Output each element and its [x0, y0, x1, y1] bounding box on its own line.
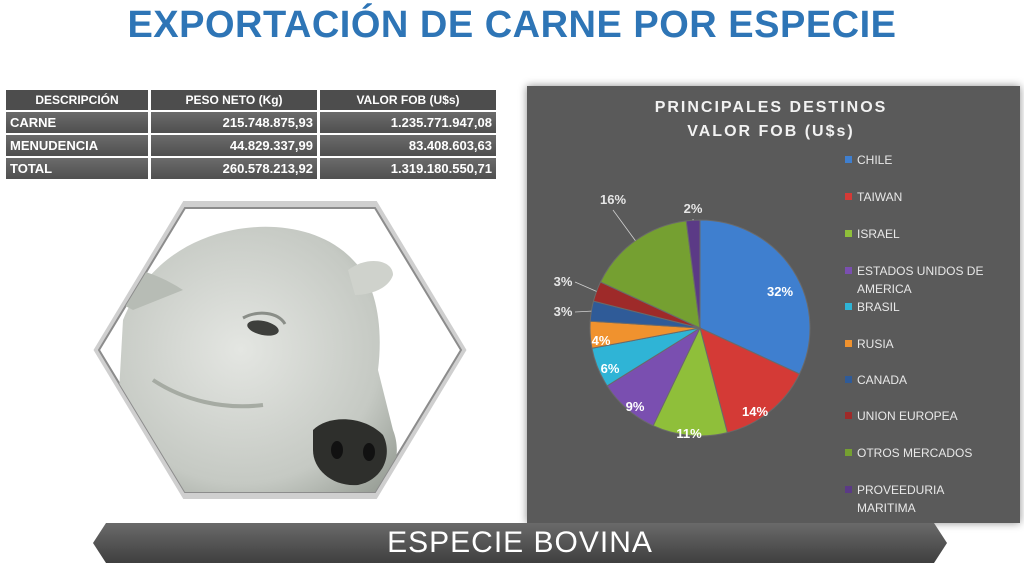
- data-label: 11%: [676, 426, 702, 441]
- data-label: 9%: [626, 399, 645, 414]
- legend-label: PROVEEDURIA: [857, 483, 945, 497]
- page-title: EXPORTACIÓN DE CARNE POR ESPECIE: [127, 4, 897, 46]
- cell-value: 1.235.771.947,08: [320, 112, 496, 133]
- header-descripcion: DESCRIPCIÓN: [6, 90, 148, 110]
- header-peso-neto: PESO NETO (Kg): [151, 90, 317, 110]
- cell-description: MENUDENCIA: [6, 135, 148, 156]
- cell-description: TOTAL: [6, 158, 148, 179]
- export-table: DESCRIPCIÓN PESO NETO (Kg) VALOR FOB (U$…: [3, 88, 499, 181]
- legend-label: AMERICA: [857, 282, 912, 296]
- legend-label: RUSIA: [857, 337, 894, 351]
- cell-weight: 44.829.337,99: [151, 135, 317, 156]
- legend-label: ISRAEL: [857, 227, 900, 241]
- data-label: 3%: [554, 304, 573, 319]
- leader-line: [612, 209, 636, 241]
- legend-item: TAIWAN: [845, 188, 1020, 206]
- cell-weight: 260.578.213,92: [151, 158, 317, 179]
- legend-item: ESTADOS UNIDOS DE AMERICA: [845, 262, 1020, 298]
- pie-slice-otros-mercados: [599, 220, 701, 329]
- pie-slice-israel: [652, 326, 728, 437]
- legend-swatch: [845, 156, 852, 163]
- legend-swatch: [845, 486, 852, 493]
- species-banner: ESPECIE BOVINA: [92, 522, 948, 564]
- pie-chart-panel: PRINCIPALES DESTINOS VALOR FOB (U$s) 32%…: [527, 86, 1020, 523]
- cow-illustration: [93, 201, 467, 499]
- legend-swatch: [845, 412, 852, 419]
- legend-swatch: [845, 449, 852, 456]
- cow-head: [99, 226, 397, 492]
- chart-title-line: VALOR FOB (U$s): [687, 123, 855, 140]
- table-row: TOTAL 260.578.213,92 1.319.180.550,71: [6, 158, 496, 179]
- chart-title: PRINCIPALES DESTINOS VALOR FOB (U$s): [527, 96, 1015, 144]
- data-label: 16%: [600, 192, 626, 207]
- legend-item: BRASIL: [845, 298, 1020, 316]
- cow-image-frame: [93, 200, 467, 500]
- legend-item: OTROS MERCADOS: [845, 444, 1020, 462]
- chart-title-line: PRINCIPALES DESTINOS: [654, 99, 888, 116]
- legend-item: UNION EUROPEA: [845, 407, 1020, 425]
- legend-item: PROVEEDURIA MARITIMA: [845, 481, 1020, 517]
- table-row: MENUDENCIA 44.829.337,99 83.408.603,63: [6, 135, 496, 156]
- leader-line: [574, 310, 592, 313]
- data-label: 32%: [767, 284, 793, 299]
- legend-swatch: [845, 340, 852, 347]
- table-header-row: DESCRIPCIÓN PESO NETO (Kg) VALOR FOB (U$…: [6, 90, 496, 110]
- data-label: 3%: [554, 274, 573, 289]
- pie-slice-proveeduria-maritima: [685, 219, 701, 329]
- data-label: 2%: [684, 201, 703, 216]
- legend-label: MARITIMA: [857, 501, 916, 515]
- pie-slice-taiwan: [699, 327, 801, 434]
- legend-item: CANADA: [845, 371, 1020, 389]
- table-row: CARNE 215.748.875,93 1.235.771.947,08: [6, 112, 496, 133]
- legend-swatch: [845, 376, 852, 383]
- legend-swatch: [845, 267, 852, 274]
- data-label: 4%: [592, 333, 611, 348]
- pie-chart: 32% 14% 11% 9% 6% 4% 3% 3% 16% 2%: [554, 192, 811, 441]
- legend-label: CHILE: [857, 153, 893, 167]
- species-banner-label: ESPECIE BOVINA: [387, 526, 653, 559]
- legend-item: CHILE: [845, 151, 1020, 169]
- legend-label: BRASIL: [857, 300, 900, 314]
- cell-description: CARNE: [6, 112, 148, 133]
- cell-value: 1.319.180.550,71: [320, 158, 496, 179]
- data-label: 14%: [742, 404, 768, 419]
- legend-label: UNION EUROPEA: [857, 409, 958, 423]
- legend-item: RUSIA: [845, 335, 1020, 353]
- legend-swatch: [845, 193, 852, 200]
- data-label: 6%: [601, 361, 620, 376]
- cell-weight: 215.748.875,93: [151, 112, 317, 133]
- legend-label: OTROS MERCADOS: [857, 446, 973, 460]
- legend-swatch: [845, 303, 852, 310]
- cell-value: 83.408.603,63: [320, 135, 496, 156]
- leader-line: [574, 281, 597, 292]
- legend-label: ESTADOS UNIDOS DE: [857, 264, 984, 278]
- legend-swatch: [845, 230, 852, 237]
- legend-label: CANADA: [857, 373, 908, 387]
- pie-slice-chile: [699, 219, 811, 375]
- legend-label: TAIWAN: [857, 190, 903, 204]
- header-valor-fob: VALOR FOB (U$s): [320, 90, 496, 110]
- legend-item: ISRAEL: [845, 225, 1020, 243]
